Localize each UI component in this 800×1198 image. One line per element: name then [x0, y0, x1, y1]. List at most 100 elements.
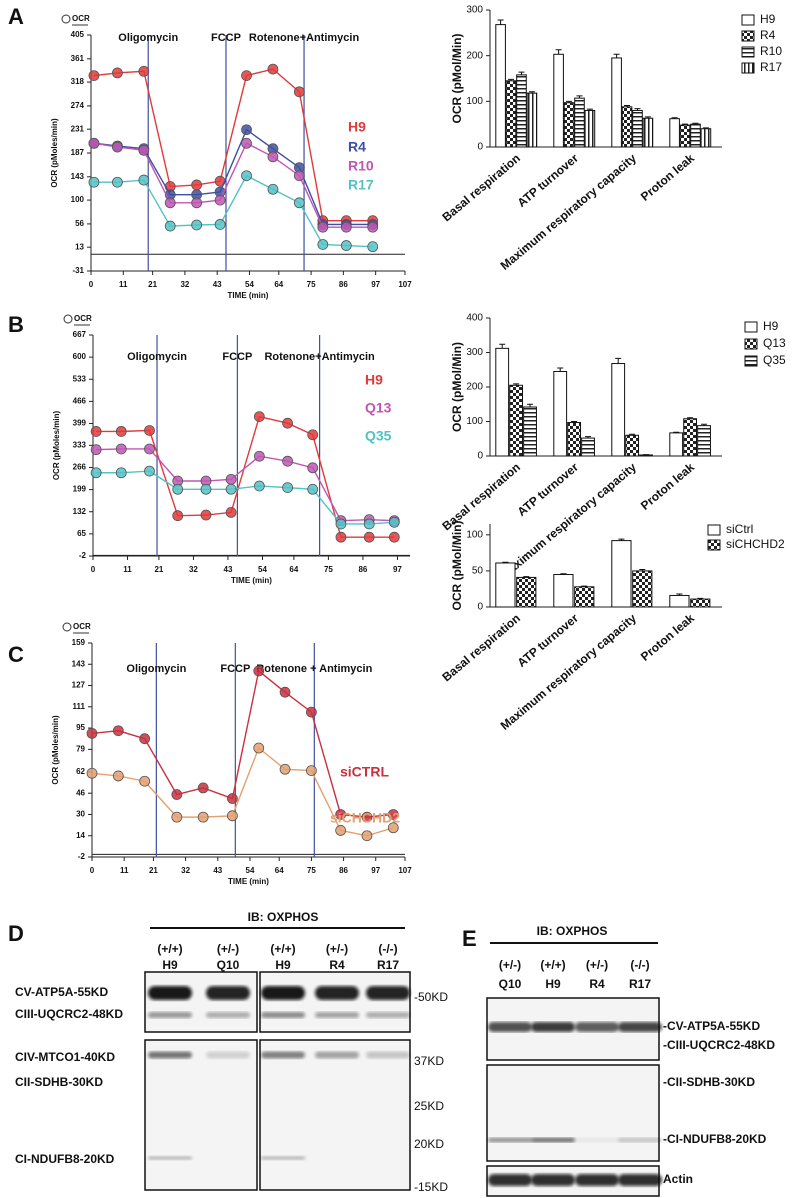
bar [669, 118, 680, 148]
blot-band [206, 986, 250, 1000]
blot-band [148, 1156, 192, 1160]
error-bar [687, 417, 694, 419]
legend-swatch [707, 524, 721, 536]
y-axis-label: OCR (pMoles/min) [52, 411, 61, 481]
y-tick-label: 159 [72, 638, 86, 647]
error-bar [581, 585, 588, 587]
data-point [112, 725, 124, 737]
x-tick-label: 86 [358, 565, 367, 574]
bar [505, 80, 517, 148]
x-tick-label: 97 [371, 280, 380, 289]
y-tick-label: 100 [466, 96, 483, 107]
legend-label: R10 [348, 158, 374, 174]
data-point [88, 137, 100, 149]
data-point [200, 509, 212, 521]
data-point [282, 417, 293, 429]
legend-label: H9 [365, 372, 383, 388]
lane-label: R4 [329, 958, 345, 972]
blot-band [488, 1022, 532, 1032]
data-point [172, 483, 184, 495]
x-tick-label: 64 [275, 866, 284, 875]
data-point [253, 665, 265, 677]
data-point [139, 733, 151, 745]
bar [697, 425, 711, 457]
band-label: 20KD [414, 1137, 444, 1151]
error-bar [644, 116, 651, 119]
bar [563, 102, 575, 148]
genotype: (+/+) [540, 958, 565, 972]
data-point [191, 197, 203, 209]
data-point [112, 176, 123, 188]
injection-label: Oligomycin [127, 351, 187, 363]
data-point [282, 482, 293, 494]
panel-letter: D [8, 921, 24, 946]
error-bar [555, 49, 562, 55]
legend-swatch [741, 46, 755, 58]
series-line [91, 669, 394, 818]
y-tick-label: 143 [71, 172, 85, 181]
legend-label: R4 [348, 139, 366, 155]
error-bar [527, 403, 534, 408]
data-point [144, 443, 155, 455]
band-label: -50KD [414, 990, 448, 1004]
error-bar [618, 538, 625, 541]
band-label: CII-SDHB-30KD [15, 1075, 103, 1089]
genotype: (-/-) [630, 958, 649, 972]
x-tick-label: 21 [154, 565, 163, 574]
blot-band [531, 1137, 575, 1143]
y-tick-label: 62 [76, 767, 85, 776]
bar [495, 562, 516, 608]
blot-band [488, 1137, 532, 1143]
data-point [191, 179, 203, 191]
injection-label: FCCP [211, 32, 241, 44]
legend-label: H9 [760, 12, 776, 26]
category-label: Proton leak [638, 151, 697, 204]
blot-band [261, 1012, 305, 1018]
legend-label: Q13 [763, 336, 786, 350]
band-label: 37KD [414, 1054, 444, 1068]
data-point [267, 63, 279, 75]
y-tick-label: 405 [71, 30, 85, 39]
data-point [307, 462, 319, 474]
x-tick-label: 32 [189, 565, 198, 574]
bar [669, 432, 684, 457]
blot-band [531, 1174, 575, 1186]
error-bar [615, 357, 622, 364]
x-tick-label: 86 [339, 280, 348, 289]
injection-label: Rotenone + Antimycin [256, 663, 372, 675]
lane-label: H9 [275, 958, 291, 972]
band-label: -CI-NDUFB8-20KD [663, 1132, 767, 1146]
x-tick-label: 107 [398, 866, 412, 875]
blot-band [575, 1174, 619, 1186]
blot-band [261, 1156, 305, 1160]
genotype: (+/-) [217, 942, 239, 956]
error-bar [557, 367, 564, 372]
bar [553, 574, 574, 608]
data-point [340, 221, 352, 233]
bar [642, 117, 654, 148]
y-tick-label: 400 [466, 313, 483, 324]
data-point [171, 811, 183, 823]
data-point [86, 727, 98, 739]
x-axis-label: TIME (min) [228, 291, 269, 300]
y-tick-label: 50 [472, 566, 484, 577]
y-tick-label: -2 [79, 551, 87, 560]
bar [683, 418, 698, 457]
data-point [90, 426, 102, 437]
y-axis-label: OCR (pMol/Min) [450, 342, 464, 432]
data-point [279, 763, 291, 775]
y-tick-label: 46 [76, 788, 85, 797]
y-tick-label: 79 [76, 744, 85, 753]
error-bar [676, 593, 683, 596]
bar [574, 97, 585, 148]
y-tick-label: 143 [72, 659, 86, 668]
blot-frame [144, 971, 258, 1033]
data-point [144, 465, 155, 477]
blot-band [148, 1051, 192, 1059]
lane-label: R17 [377, 958, 399, 972]
data-point [367, 221, 379, 233]
data-point [388, 516, 400, 528]
bar [611, 57, 622, 148]
band-label: -CIII-UQCRC2-48KD [663, 1038, 775, 1052]
data-point [293, 170, 305, 182]
